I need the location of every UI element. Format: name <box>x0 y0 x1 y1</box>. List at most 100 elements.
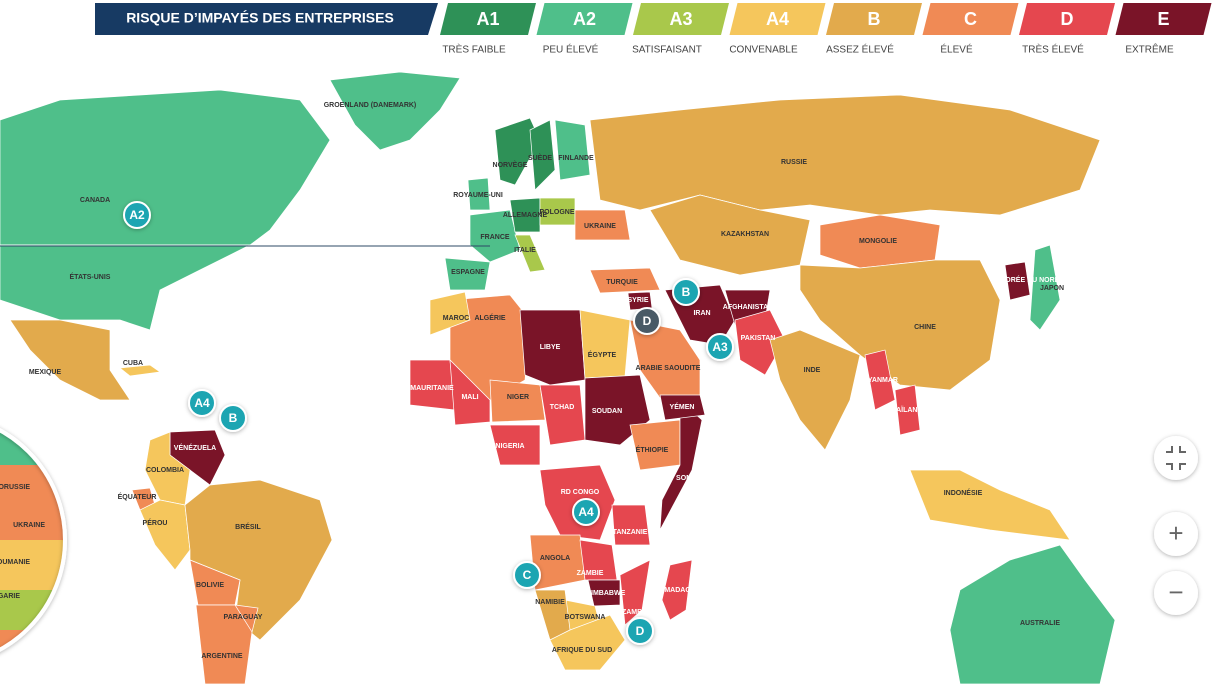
legend-swatch <box>440 3 536 35</box>
risk-bubble <box>219 404 247 432</box>
zoom-in-button[interactable]: + <box>1154 512 1198 556</box>
country-shape <box>579 309 631 379</box>
country-shape <box>864 349 896 411</box>
country-shape <box>589 267 661 294</box>
legend-swatch <box>826 3 922 35</box>
risk-bubble <box>513 561 541 589</box>
country-label: SYRIE <box>627 297 648 304</box>
country-label: MAURITANIE <box>410 385 454 392</box>
country-shape <box>429 291 471 336</box>
country-shape <box>469 209 521 263</box>
country-label: POLOGNE <box>539 209 574 216</box>
button-bg[interactable] <box>1154 571 1198 615</box>
country-label: ÉTATS-UNIS <box>70 272 111 281</box>
country-shape <box>519 309 586 386</box>
country-label: ANGOLA <box>540 555 570 562</box>
legend-swatch <box>1019 3 1115 35</box>
title-band <box>95 3 438 35</box>
country-label: ARABIE SAOUDITE <box>636 365 701 372</box>
legend-code: B <box>868 9 881 29</box>
zoom-in[interactable]: + <box>1168 518 1183 548</box>
risk-bubble <box>123 201 151 229</box>
country-label: MADAGASCAR <box>664 587 715 594</box>
legend-swatch <box>922 3 1019 35</box>
country-shape <box>119 364 161 377</box>
inset-border <box>0 428 67 652</box>
inset-label: ROUMANIE <box>0 559 30 566</box>
country-label: ROYAUME-UNI <box>453 192 503 199</box>
country-labels: GROENLAND (DANEMARK) CANADA ÉTATS-UNIS MEXI… <box>29 102 1064 660</box>
country-label: ITALIE <box>514 247 536 254</box>
country-shape <box>529 119 556 191</box>
country-label: ZIMBABWE <box>587 590 626 597</box>
country-shape <box>144 431 191 506</box>
country-shape <box>587 579 621 607</box>
button-bg[interactable] <box>1154 512 1198 556</box>
risk-bubble-label: A3 <box>712 340 728 354</box>
inset-label: UKRAINE <box>13 522 45 529</box>
country-shape <box>494 117 541 186</box>
country-label: GROENLAND (DANEMARK) <box>324 102 417 109</box>
legend-swatch <box>536 3 633 35</box>
country-label: MOZAMBIQUE <box>611 609 660 616</box>
country-label: PARAGUAY <box>224 614 263 621</box>
country-shape <box>444 257 491 291</box>
risk-bubble <box>572 498 600 526</box>
fullscreen-button[interactable] <box>1154 436 1198 480</box>
legend-code: D <box>1061 9 1074 29</box>
country-shape <box>661 559 693 621</box>
legend-label: ASSEZ ÉLEVÉ <box>826 43 894 56</box>
risk-bubble-label: C <box>523 568 532 582</box>
country-label: CUBA <box>123 360 143 367</box>
country-label: AFRIQUE DU SUD <box>552 647 612 654</box>
country-shape <box>0 244 251 331</box>
country-label: PÉROU <box>143 518 168 527</box>
risk-bubble <box>626 617 654 645</box>
country-label: TURQUIE <box>606 279 638 286</box>
country-label: ALGÉRIE <box>474 313 505 322</box>
legend-label: TRÈS ÉLEVÉ <box>1022 43 1084 56</box>
country-shape <box>649 194 811 276</box>
country-shape <box>554 119 591 181</box>
zoom-controls: + − <box>1154 436 1198 615</box>
country-label: ÉTHIOPIE <box>636 445 669 454</box>
country-label: RD CONGO <box>561 489 600 496</box>
country-label: MONGOLIE <box>859 238 897 245</box>
inset-area <box>0 540 65 590</box>
button-bg[interactable] <box>1154 436 1198 480</box>
country-label: AUSTRALIE <box>1020 620 1060 627</box>
country-label: SOMALIE <box>676 475 708 482</box>
risk-bubble-label: A2 <box>129 208 145 222</box>
country-label: YÉMEN <box>670 402 695 411</box>
country-label: LIBYE <box>540 344 561 351</box>
country-shape <box>449 359 491 426</box>
zoom-out-button[interactable]: − <box>1154 571 1198 615</box>
legend-swatch <box>633 3 729 35</box>
country-label: SUÈDE <box>528 153 552 162</box>
inset-label: BULGARIE <box>0 593 20 600</box>
country-label: RUSSIE <box>781 159 807 166</box>
country-label: ALLEMAGNE <box>503 212 548 219</box>
legend-code: E <box>1157 9 1169 29</box>
country-shape <box>949 544 1116 684</box>
risk-bubble <box>672 278 700 306</box>
country-label: PAKISTAN <box>741 335 776 342</box>
legend-code: C <box>964 9 977 29</box>
legend-code: A4 <box>766 9 789 29</box>
country-label: NIGER <box>507 394 529 401</box>
country-label: JAPON <box>1040 285 1064 292</box>
country-label: BOLIVIE <box>196 582 224 589</box>
country-shape <box>509 197 541 233</box>
country-shape <box>489 379 546 423</box>
country-shape <box>909 469 1071 541</box>
country-label: CANADA <box>80 197 110 204</box>
inset-label: BIELORUSSIE <box>0 484 30 491</box>
legend: RISQUE D’IMPAYÉS DES ENTREPRISES A1 TRÈS … <box>95 3 1212 56</box>
legend-label: TRÈS FAIBLE <box>442 43 506 56</box>
countries <box>0 71 1116 684</box>
country-label: BOTSWANA <box>565 614 606 621</box>
country-label: TANZANIE <box>613 529 648 536</box>
risk-bubble-label: A4 <box>578 505 594 519</box>
zoom-out[interactable]: − <box>1168 577 1183 607</box>
